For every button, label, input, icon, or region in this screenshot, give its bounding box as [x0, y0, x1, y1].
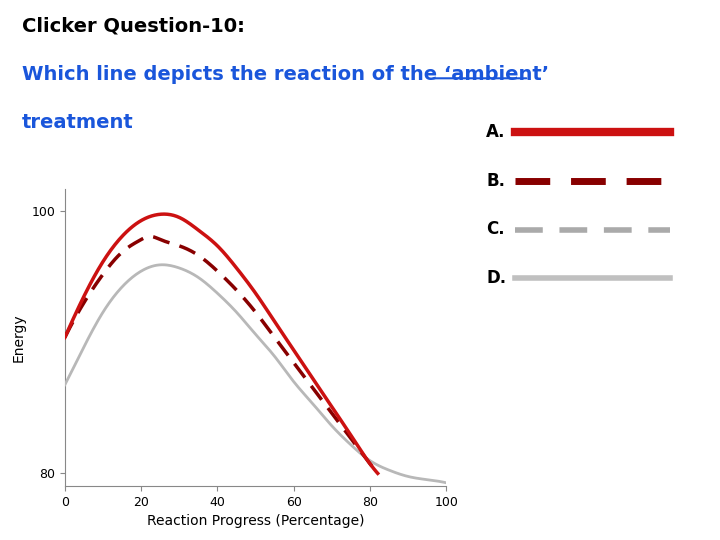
Point — [510, 226, 519, 233]
Text: Clicker Question-10:: Clicker Question-10: — [22, 16, 245, 35]
Text: D.: D. — [486, 269, 506, 287]
Point — [665, 129, 674, 136]
Point — [665, 275, 674, 281]
X-axis label: Reaction Progress (Percentage): Reaction Progress (Percentage) — [147, 514, 364, 528]
Point — [510, 129, 519, 136]
Text: C.: C. — [486, 220, 505, 239]
Text: A.: A. — [486, 123, 505, 141]
Point — [665, 178, 674, 184]
Point — [510, 178, 519, 184]
Text: B.: B. — [486, 172, 505, 190]
Point — [665, 226, 674, 233]
Point — [510, 275, 519, 281]
Y-axis label: Energy: Energy — [12, 313, 26, 362]
Text: treatment: treatment — [22, 113, 133, 132]
Text: Which line depicts the reaction of the ‘ambient’: Which line depicts the reaction of the ‘… — [22, 65, 549, 84]
